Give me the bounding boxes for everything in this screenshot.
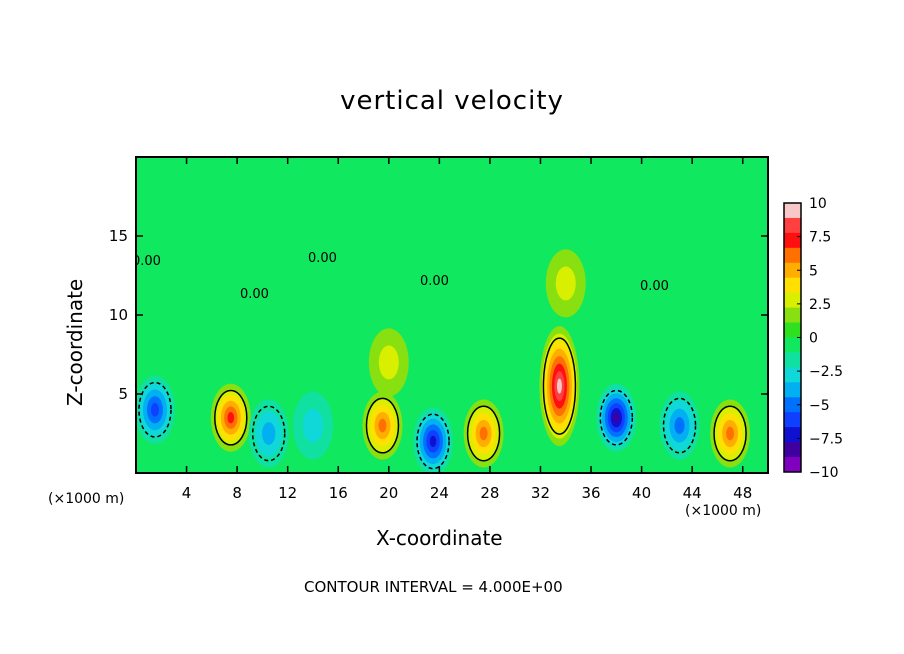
contour-label: 0.00 [640,279,669,294]
y-axis-label: Z-coordinate [63,278,87,406]
contour-line [251,405,286,462]
colorbar-segment [784,337,801,353]
velocity-cell-12 [368,328,409,397]
velocity-cell-8 [539,326,580,447]
x-tick-label: 40 [632,484,651,502]
contour-line [662,397,697,454]
colorbar-segment [784,217,801,234]
y-tick-label: 5 [118,385,128,403]
contour-line [416,413,450,470]
colorbar-segment [784,397,801,413]
contour-line [365,397,400,454]
velocity-cell-1 [136,375,175,444]
velocity-cell-3 [248,399,289,468]
contour-label: 0.00 [420,274,449,289]
colorbar-tick-label: 10 [809,196,827,212]
chart-title: vertical velocity [340,86,564,116]
contour-interval-note: CONTOUR INTERVAL = 4.000E+00 [304,578,563,596]
colorbar-segment [784,427,801,443]
colorbar-segment [784,232,801,249]
x-tick-label: 32 [531,484,550,502]
velocity-cell-9 [596,383,637,452]
colorbar-segment [784,247,801,264]
velocity-cell-6 [413,407,454,473]
x-tick-label: 44 [683,484,702,502]
colorbar-tick-label: −10 [809,465,839,481]
velocity-cell-7 [463,399,504,468]
x-tick-label: 48 [733,484,752,502]
velocity-level [613,412,620,423]
contour-label: 0.00 [308,251,337,266]
colorbar-segment [784,442,801,458]
colorbar-segment [784,292,801,309]
contour-line [138,381,172,438]
velocity-cell-13 [545,249,586,318]
velocity-cell-2 [210,383,251,452]
colorbar-tick-label: −2.5 [809,364,843,380]
contour-line [599,389,634,446]
contour-line [542,337,577,435]
x-axis-label: X-coordinate [376,526,503,550]
x-axis: 4 8 12 16 20 24 28 32 36 40 44 48 [182,157,752,502]
velocity-level [556,378,562,394]
colorbar-tick-label: −7.5 [809,431,843,447]
velocity-level [262,422,276,445]
contour-line [466,405,501,462]
colorbar-tick-label: 0 [809,331,818,347]
colorbar-segment [784,367,801,383]
velocity-level [555,266,576,301]
colorbar-segment [784,203,801,219]
colorbar: 10 7.5 5 2.5 0 −2.5 −5 −7.5 −10 [783,196,843,481]
y-tick-label: 10 [109,306,128,324]
colorbar-tick-label: −5 [809,398,830,414]
contour-line [713,405,747,462]
x-tick-label: 24 [430,484,449,502]
colorbar-segment [784,457,801,473]
colorbar-tick-label: 2.5 [809,297,831,313]
x-tick-label: 8 [232,484,242,502]
velocity-cell-11 [710,399,751,468]
colorbar-segment [784,382,801,398]
velocity-cell-4 [292,391,333,460]
colorbar-tick-label: 7.5 [809,230,831,246]
plot-area: 0.00 0.00 0.00 0.00 0.00 [132,157,768,473]
velocity-level [227,412,235,424]
velocity-level [479,426,488,441]
colorbar-segment [784,277,801,294]
contour-line [214,389,248,446]
colorbar-segment [784,307,801,324]
velocity-cell-10 [659,391,700,460]
x-unit-label-right: (×1000 m) [685,503,762,519]
velocity-level [378,345,399,380]
x-unit-label-left: (×1000 m) [48,491,125,507]
contour-label: 0.00 [240,287,269,302]
colorbar-tick-label: 5 [809,263,818,279]
y-axis: 5 10 15 [109,227,768,403]
x-tick-label: 36 [581,484,600,502]
velocity-level [726,426,735,441]
x-tick-label: 12 [278,484,297,502]
x-tick-label: 20 [379,484,398,502]
colorbar-segment [784,352,801,368]
velocity-level [429,435,437,448]
colorbar-segment [784,412,801,428]
x-tick-label: 4 [182,484,192,502]
velocity-level [150,403,159,417]
velocity-level [302,408,323,443]
x-tick-label: 28 [480,484,499,502]
velocity-level [674,417,685,435]
contour-label: 0.00 [132,254,161,269]
velocity-level [378,418,387,433]
velocity-cell-5 [362,391,403,460]
x-tick-label: 16 [329,484,348,502]
colorbar-segment [784,322,801,338]
y-tick-label: 15 [109,227,128,245]
colorbar-segment [784,262,801,279]
